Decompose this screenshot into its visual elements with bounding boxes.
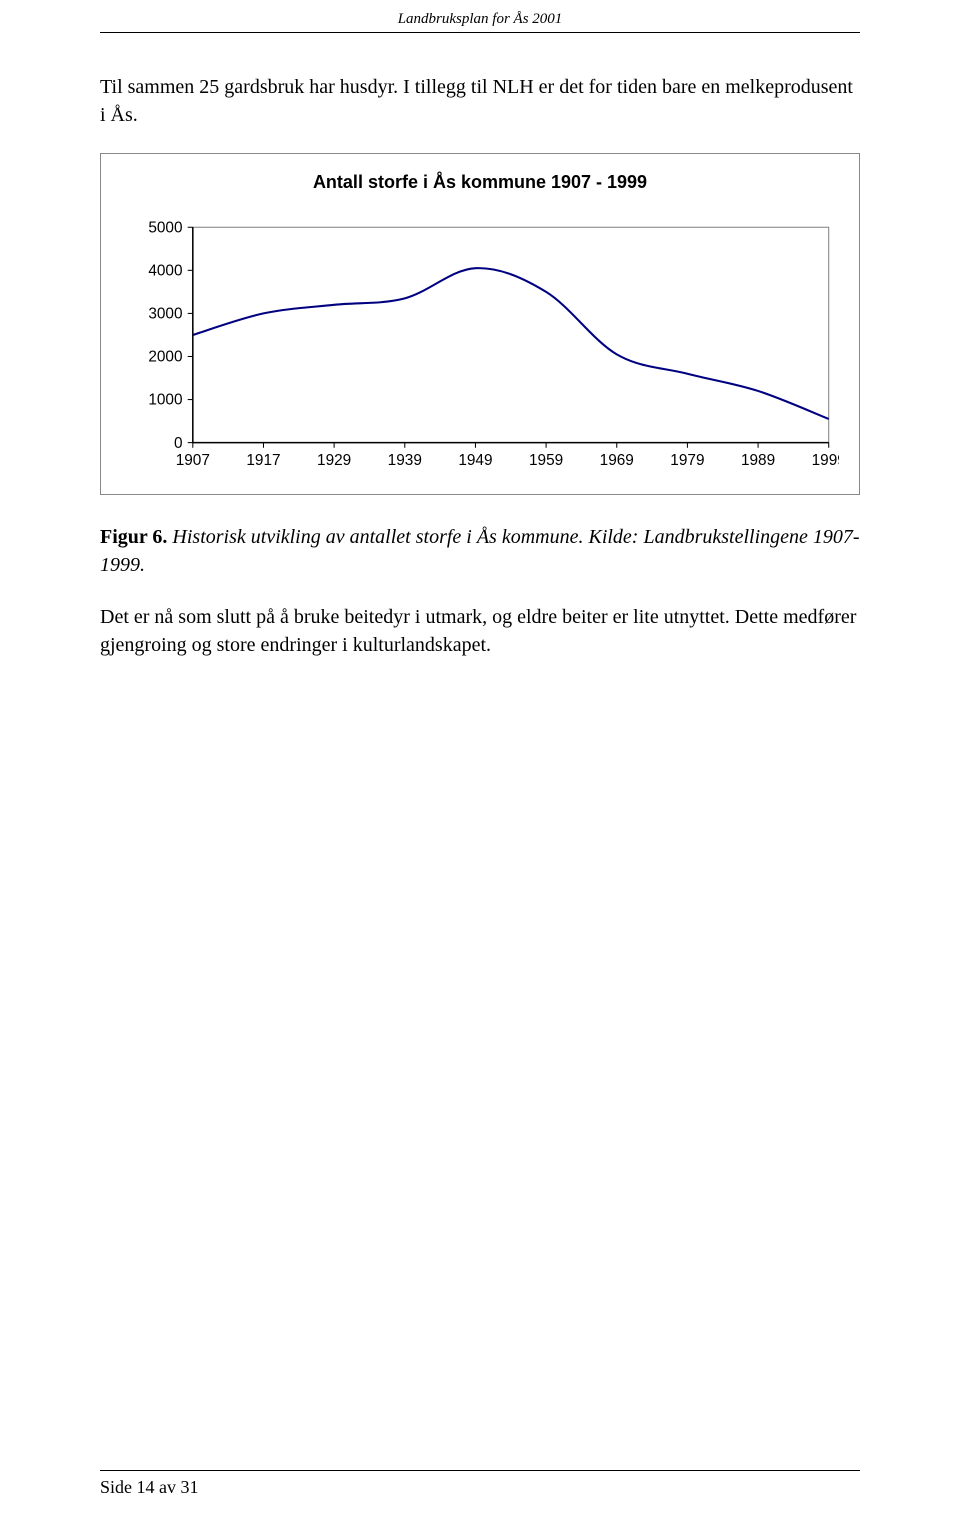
svg-text:1959: 1959 — [529, 452, 563, 469]
paragraph-2: Det er nå som slutt på å bruke beitedyr … — [100, 603, 860, 659]
figure-caption: Figur 6. Historisk utvikling av antallet… — [100, 523, 860, 579]
svg-text:1917: 1917 — [246, 452, 280, 469]
caption-prefix: Figur 6. — [100, 526, 167, 548]
paragraph-1: Til sammen 25 gardsbruk har husdyr. I ti… — [100, 73, 860, 129]
svg-text:2000: 2000 — [148, 349, 182, 366]
svg-text:1979: 1979 — [670, 452, 704, 469]
svg-text:3000: 3000 — [148, 306, 182, 323]
svg-text:1939: 1939 — [388, 452, 422, 469]
page-footer: Side 14 av 31 — [100, 1470, 860, 1498]
svg-text:1989: 1989 — [741, 452, 775, 469]
header-title: Landbruksplan for Ås 2001 — [398, 11, 563, 27]
chart-container: Antall storfe i Ås kommune 1907 - 1999 0… — [100, 153, 860, 495]
svg-text:1949: 1949 — [458, 452, 492, 469]
svg-text:1907: 1907 — [176, 452, 210, 469]
svg-text:1000: 1000 — [148, 392, 182, 409]
page-header: Landbruksplan for Ås 2001 — [100, 0, 860, 33]
page-number: Side 14 av 31 — [100, 1477, 199, 1497]
svg-text:1969: 1969 — [600, 452, 634, 469]
svg-text:0: 0 — [174, 435, 183, 452]
chart-title: Antall storfe i Ås kommune 1907 - 1999 — [121, 172, 839, 193]
line-chart: 0 1000 2000 3000 4000 5000 1907 1917 1929 1939 194… — [121, 217, 839, 484]
svg-text:1929: 1929 — [317, 452, 351, 469]
caption-text: Historisk utvikling av antallet storfe i… — [100, 526, 860, 576]
svg-text:4000: 4000 — [148, 262, 182, 279]
svg-text:1999: 1999 — [812, 452, 839, 469]
svg-text:5000: 5000 — [148, 219, 182, 236]
